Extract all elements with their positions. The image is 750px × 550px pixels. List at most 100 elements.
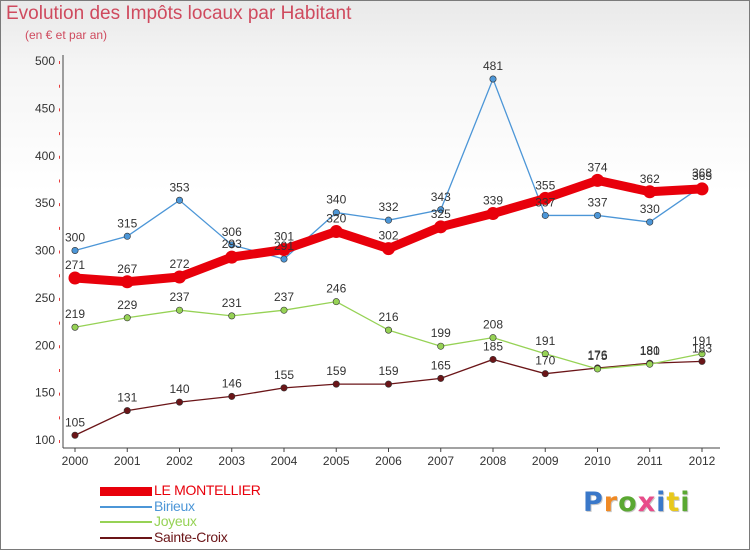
- data-point: [176, 306, 184, 314]
- data-point: [437, 206, 445, 214]
- y-tick-label: 200: [35, 338, 55, 352]
- data-label: 159: [326, 364, 346, 378]
- data-point: [541, 350, 549, 358]
- data-label: 159: [378, 364, 398, 378]
- x-tick-label: 2006: [375, 454, 402, 468]
- data-point: [71, 247, 79, 255]
- legend-swatch: [100, 536, 152, 539]
- data-label: 175: [587, 349, 607, 363]
- legend-label: LE MONTELLIER: [154, 482, 261, 498]
- data-label: 216: [378, 310, 398, 324]
- data-point: [643, 185, 657, 199]
- data-point: [384, 380, 392, 388]
- legend-swatch: [100, 521, 152, 523]
- data-label: 170: [535, 354, 555, 368]
- data-label: 353: [169, 180, 189, 194]
- data-point: [698, 357, 706, 365]
- data-label: 176: [587, 348, 607, 362]
- data-label: 165: [431, 358, 451, 372]
- data-label: 191: [692, 334, 712, 348]
- data-label: 355: [535, 178, 555, 192]
- data-point: [384, 326, 392, 334]
- x-tick-label: 2005: [323, 454, 350, 468]
- data-point: [228, 392, 236, 400]
- data-point: [329, 225, 343, 239]
- data-label: 343: [431, 190, 451, 204]
- data-label: 272: [169, 257, 189, 271]
- data-label: 219: [65, 307, 85, 321]
- proxiti-logo: Proxiti: [583, 487, 691, 518]
- data-point: [332, 209, 340, 217]
- data-point: [437, 374, 445, 382]
- data-label: 237: [169, 290, 189, 304]
- data-point: [173, 270, 186, 284]
- data-point: [382, 242, 395, 256]
- x-tick-label: 2012: [689, 454, 716, 468]
- y-tick-label: 250: [35, 291, 55, 305]
- x-tick-label: 2002: [166, 454, 193, 468]
- data-point: [646, 360, 654, 368]
- data-point: [228, 241, 236, 249]
- data-label: 330: [640, 202, 660, 216]
- data-point: [176, 398, 184, 406]
- data-point: [176, 196, 184, 204]
- data-label: 229: [117, 298, 137, 312]
- x-tick-label: 2010: [584, 454, 611, 468]
- data-point: [646, 218, 654, 226]
- data-label: 368: [692, 166, 712, 180]
- data-label: 291: [274, 239, 294, 253]
- data-point: [280, 255, 288, 263]
- data-label: 481: [483, 59, 503, 73]
- data-label: 337: [535, 195, 555, 209]
- data-label: 155: [274, 368, 294, 382]
- data-label: 231: [222, 296, 242, 310]
- y-tick-label: 500: [35, 54, 55, 68]
- data-point: [225, 250, 239, 264]
- data-label: 315: [117, 216, 137, 230]
- data-point: [489, 334, 497, 342]
- data-point: [541, 211, 549, 219]
- data-label: 332: [378, 200, 398, 214]
- data-label: 337: [587, 195, 607, 209]
- data-point: [541, 370, 549, 378]
- legend-swatch: [100, 486, 152, 496]
- data-label: 105: [65, 415, 85, 429]
- data-point: [68, 271, 82, 285]
- data-label: 146: [222, 376, 242, 390]
- data-point: [123, 314, 131, 322]
- data-label: 340: [326, 193, 346, 207]
- chart-title: Evolution des Impôts locaux par Habitant: [6, 3, 352, 24]
- data-point: [593, 211, 601, 219]
- chart-subtitle: (en € et par an): [25, 28, 108, 42]
- data-label: 181: [640, 343, 660, 357]
- data-label: 131: [117, 391, 137, 405]
- data-label: 339: [483, 194, 503, 208]
- y-tick-label: 100: [35, 433, 55, 447]
- data-point: [277, 243, 291, 257]
- data-label: 140: [169, 382, 189, 396]
- y-tick-label: 450: [35, 101, 55, 115]
- data-label: 191: [535, 334, 555, 348]
- data-label: 183: [692, 341, 712, 355]
- data-label: 320: [326, 212, 346, 226]
- data-point: [538, 191, 552, 205]
- legend-label: Birieux: [154, 497, 195, 514]
- y-tick-label: 350: [35, 196, 55, 210]
- data-point: [489, 355, 497, 363]
- x-tick-label: 2007: [427, 454, 454, 468]
- data-label: 208: [483, 318, 503, 332]
- data-point: [437, 342, 445, 350]
- x-tick-label: 2004: [271, 454, 298, 468]
- data-point: [280, 384, 288, 392]
- data-point: [695, 182, 709, 196]
- data-label: 362: [640, 172, 660, 186]
- data-label: 302: [378, 229, 398, 243]
- legend-swatch: [100, 505, 152, 508]
- data-point: [71, 323, 79, 331]
- data-point: [123, 407, 131, 415]
- data-point: [280, 306, 288, 314]
- data-label: 293: [222, 237, 242, 251]
- data-point: [228, 312, 236, 320]
- data-point: [591, 173, 604, 187]
- data-label: 300: [65, 231, 85, 245]
